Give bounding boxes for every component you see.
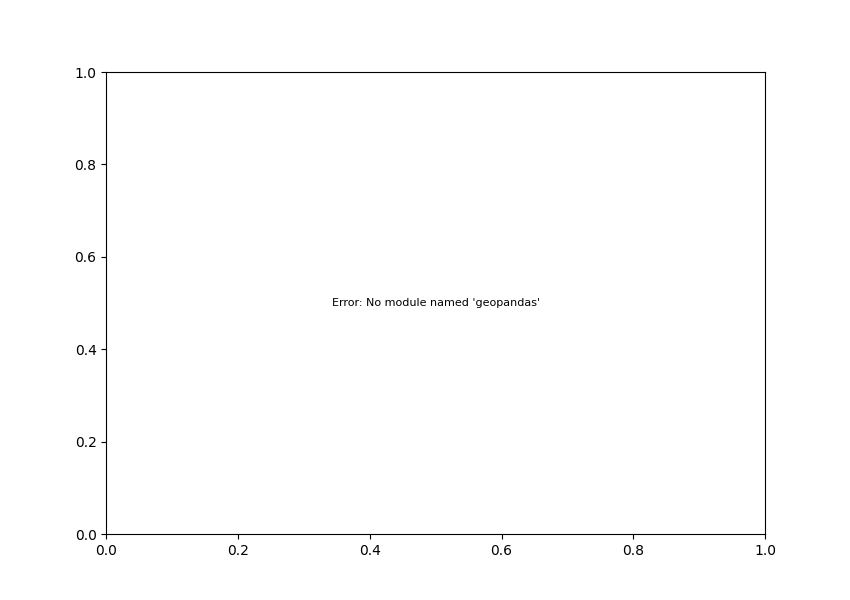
Text: Error: No module named 'geopandas': Error: No module named 'geopandas' bbox=[332, 298, 540, 308]
